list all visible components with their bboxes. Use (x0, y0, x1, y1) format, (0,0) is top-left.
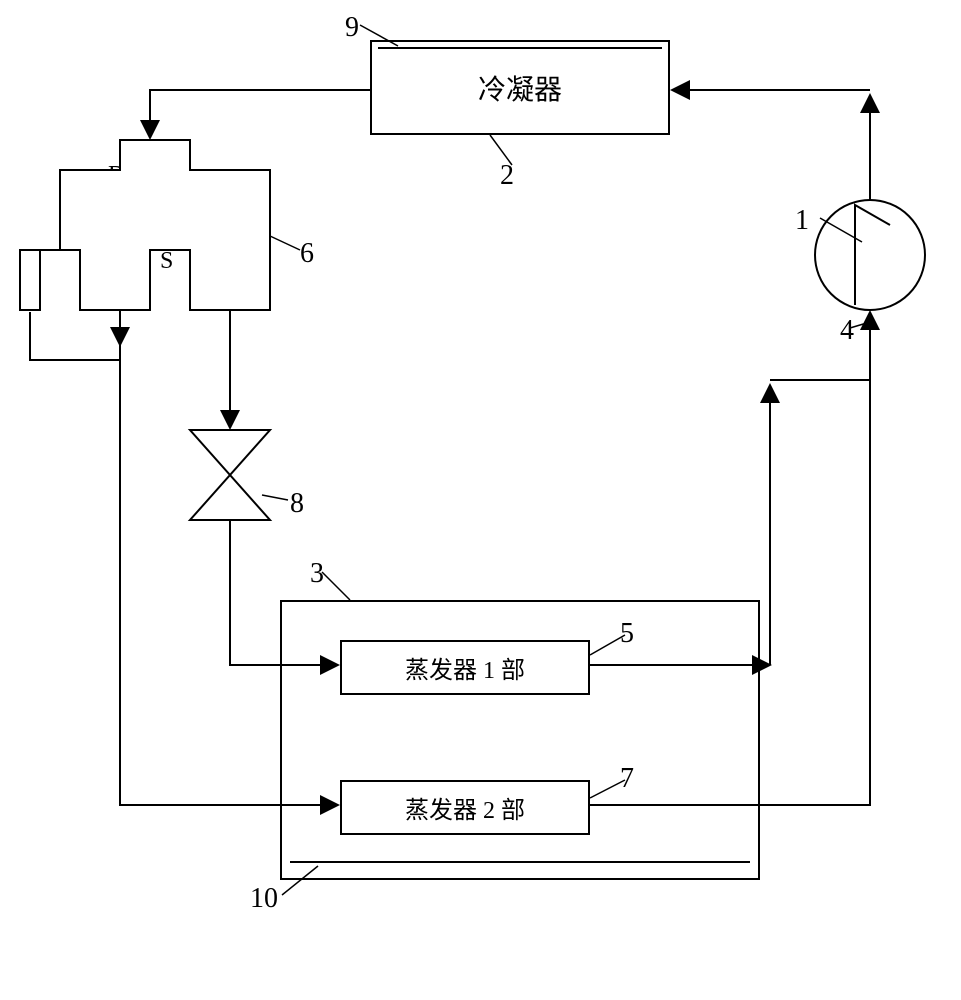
callout-9: 9 (345, 12, 359, 44)
four-way-valve (20, 140, 270, 310)
valve-port-d: D (108, 162, 125, 189)
evaporator-2-label: 蒸发器 2 部 (405, 790, 525, 825)
callout-6: 6 (300, 238, 314, 270)
compressor-icon (815, 200, 925, 310)
diagram-canvas: 冷凝器 蒸发器 1 部 蒸发器 2 部 1 2 3 4 5 6 7 8 9 10… (0, 0, 961, 1000)
expansion-valve-icon (190, 430, 270, 520)
callout-1: 1 (795, 205, 809, 237)
callout-7: 7 (620, 763, 634, 795)
callout-5: 5 (620, 618, 634, 650)
evaporator-2-box: 蒸发器 2 部 (340, 780, 590, 835)
callout-3: 3 (310, 558, 324, 590)
condenser-label: 冷凝器 (478, 68, 562, 108)
condenser-box: 冷凝器 (370, 40, 670, 135)
callout-8: 8 (290, 488, 304, 520)
valve-port-e: E (22, 278, 37, 305)
valve-port-c: C (210, 248, 226, 275)
callout-10: 10 (250, 883, 278, 915)
valve-port-s: S (160, 248, 173, 275)
evaporator-1-box: 蒸发器 1 部 (340, 640, 590, 695)
callout-4: 4 (840, 315, 854, 347)
evaporator-1-label: 蒸发器 1 部 (405, 650, 525, 685)
callout-2: 2 (500, 160, 514, 192)
